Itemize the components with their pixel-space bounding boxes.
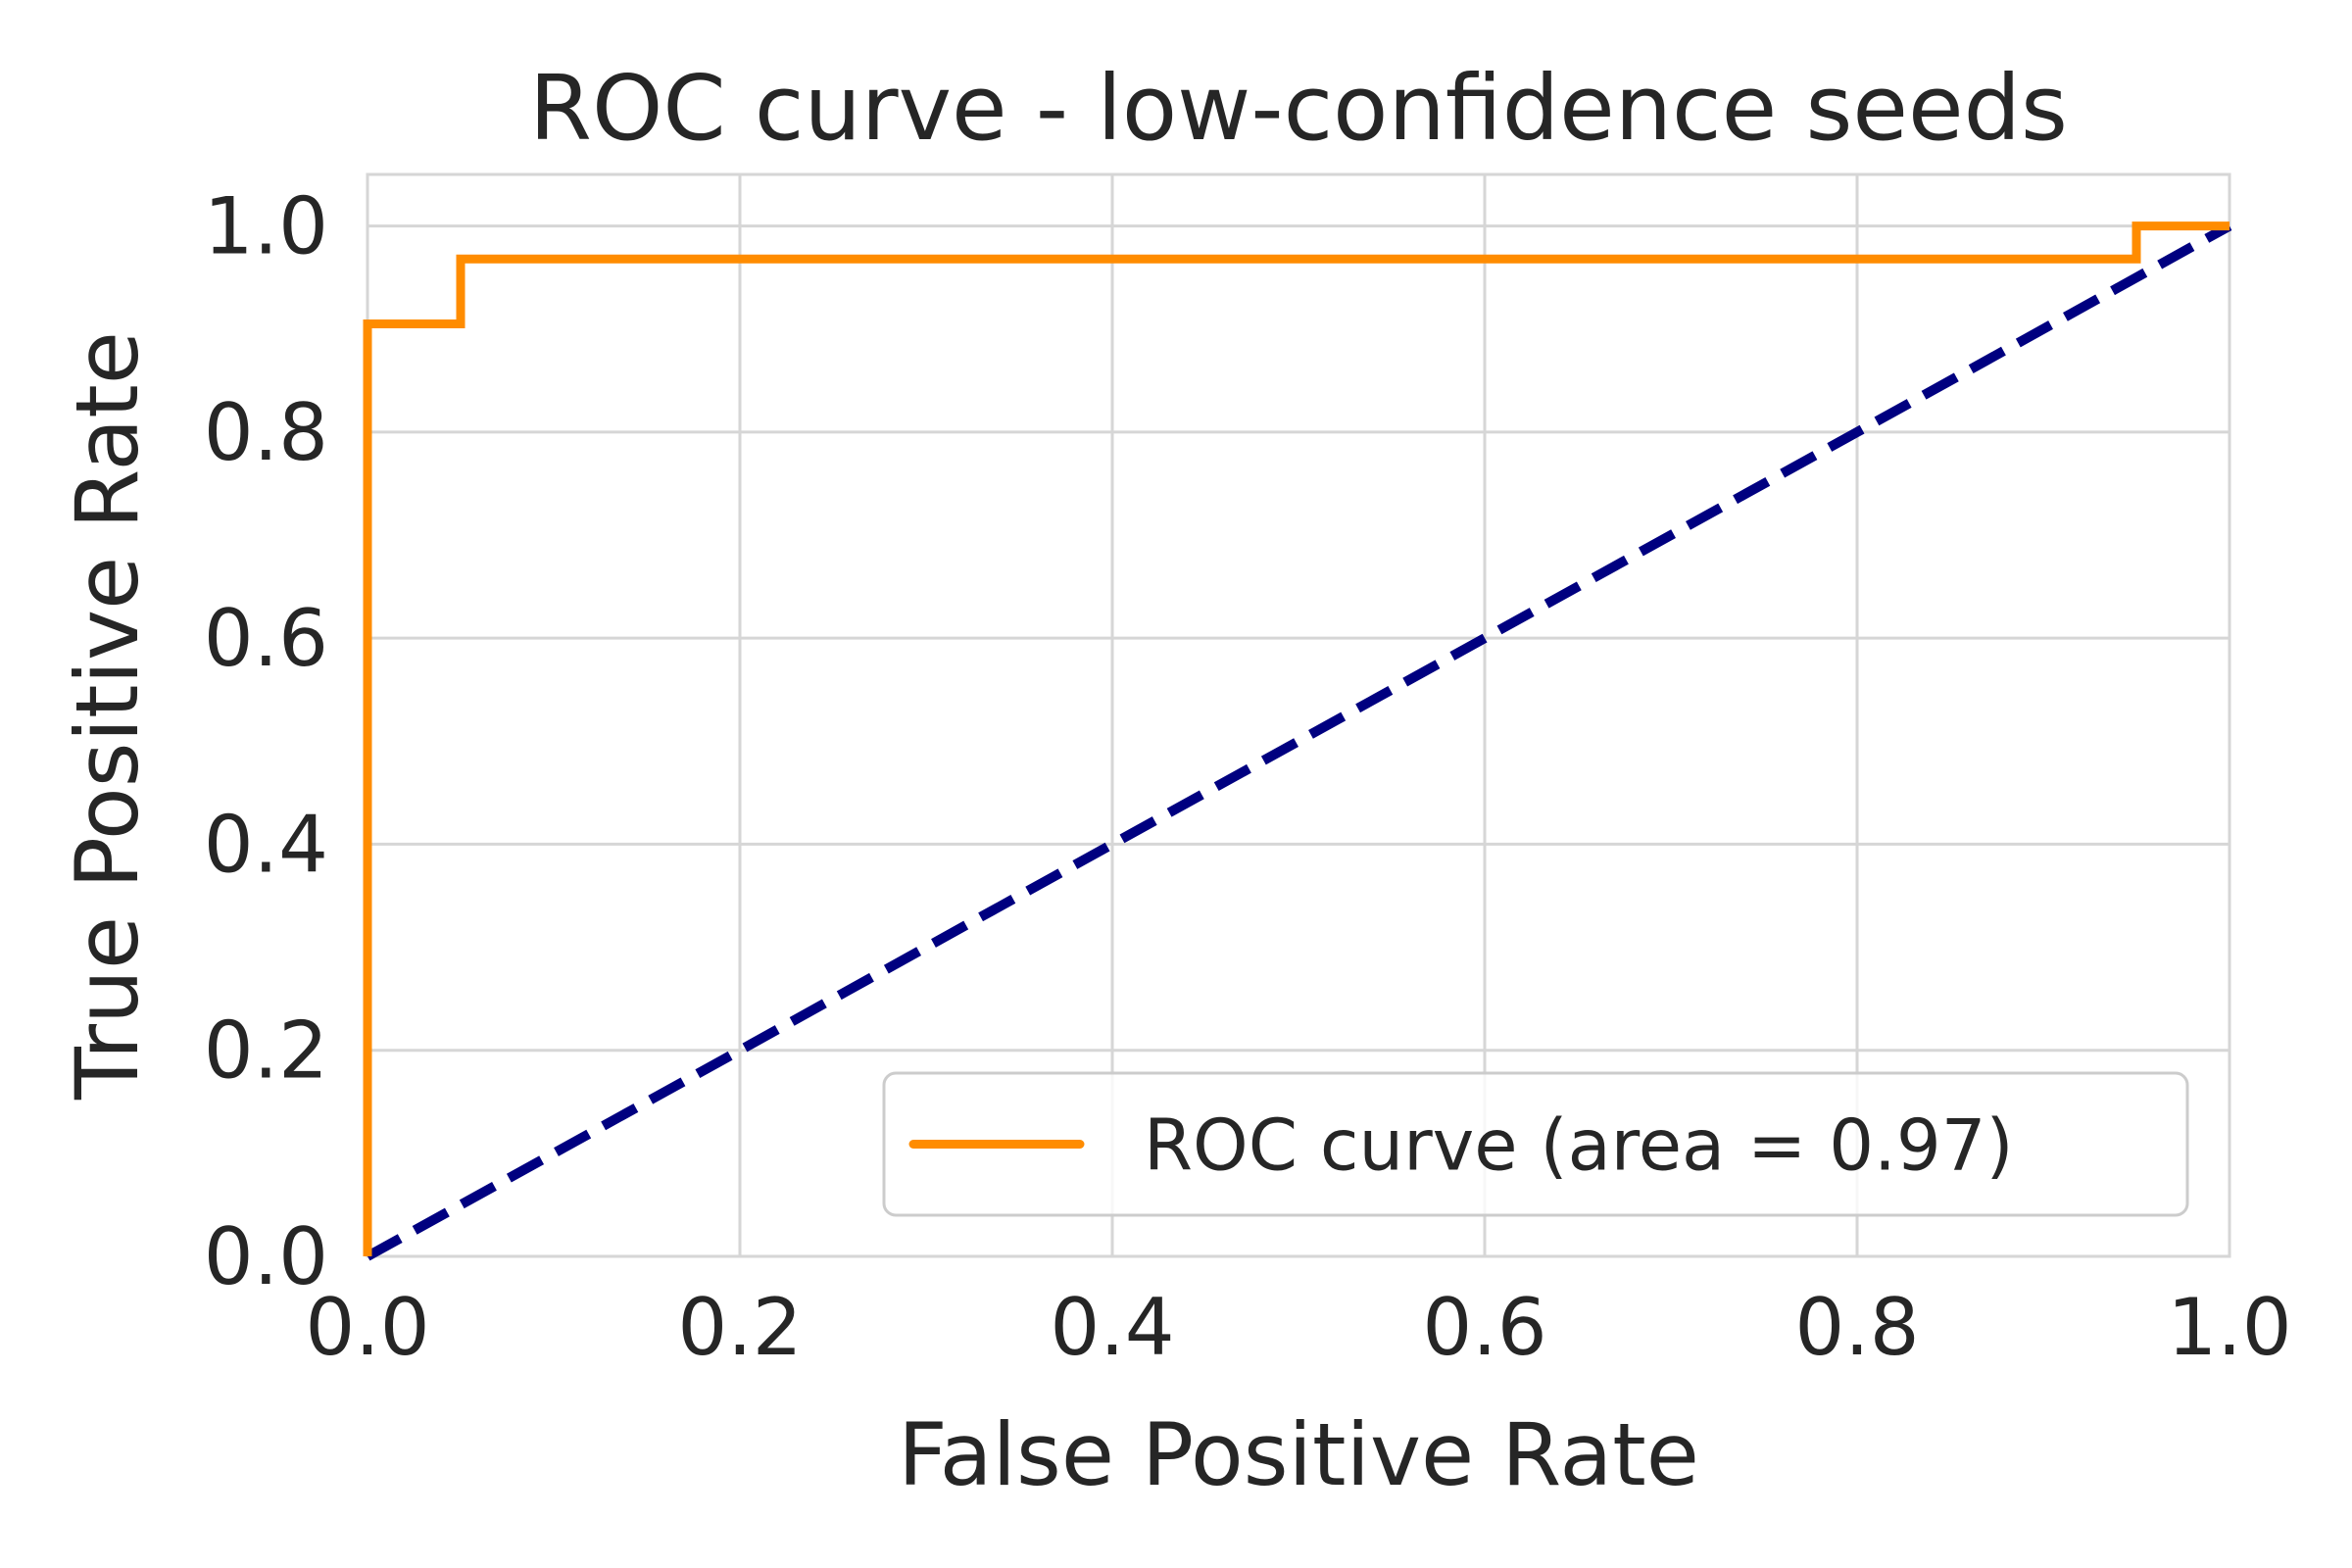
y-tick-label: 0.8 (204, 387, 328, 478)
x-tick-label: 0.6 (1422, 1282, 1546, 1373)
x-tick-label: 0.2 (677, 1282, 802, 1373)
x-tick-label: 1.0 (2167, 1282, 2291, 1373)
chart-title: ROC curve - low-confidence seeds (529, 56, 2068, 161)
legend-label-roc: ROC curve (area = 0.97) (1144, 1104, 2014, 1187)
legend-box (882, 1071, 2189, 1217)
y-tick-label: 0.2 (204, 1005, 328, 1097)
series-layer (363, 221, 2232, 1261)
y-tick-label: 0.4 (204, 799, 328, 890)
legend: ROC curve (area = 0.97) (882, 1071, 2189, 1217)
x-tick-label: 0.0 (305, 1282, 429, 1373)
y-axis-label: True Positive Rate (57, 331, 158, 1101)
tick-labels: 0.0 0.2 0.4 0.6 0.8 1.0 0.0 0.2 0.4 0.6 0.8 1.0 (204, 181, 2292, 1373)
x-axis-label: False Positive Rate (898, 1404, 1699, 1505)
y-tick-label: 0.0 (204, 1211, 328, 1302)
y-tick-label: 0.6 (204, 593, 328, 684)
x-tick-label: 0.8 (1794, 1282, 1919, 1373)
y-tick-label: 1.0 (204, 181, 328, 272)
chance-diagonal-line (365, 221, 2232, 1261)
x-tick-label: 0.4 (1050, 1282, 1174, 1373)
roc-curve-line (363, 221, 2230, 1256)
